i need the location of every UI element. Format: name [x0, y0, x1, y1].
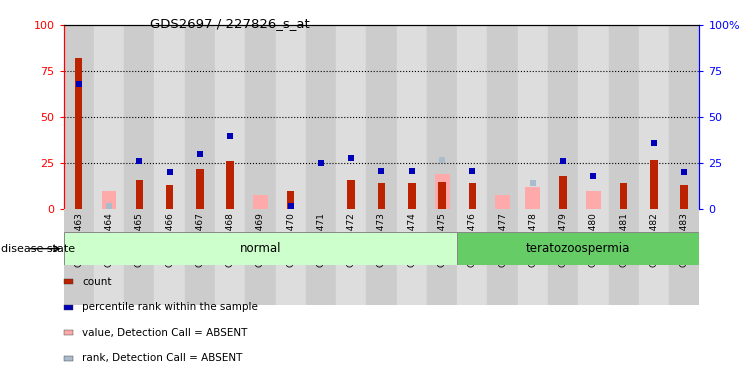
Bar — [287, 191, 295, 209]
Bar — [245, 209, 275, 305]
Bar — [185, 209, 215, 305]
Bar — [639, 209, 669, 305]
Text: GSM158483: GSM158483 — [680, 212, 689, 267]
Bar — [215, 25, 245, 209]
Bar — [154, 25, 185, 209]
Text: GDS2697 / 227826_s_at: GDS2697 / 227826_s_at — [150, 17, 310, 30]
Bar — [367, 25, 396, 209]
Text: GSM158480: GSM158480 — [589, 212, 598, 267]
Bar — [75, 58, 82, 209]
Bar — [639, 25, 669, 209]
Bar — [681, 185, 688, 209]
Bar — [124, 25, 154, 209]
Bar — [408, 184, 415, 209]
Bar — [94, 25, 124, 209]
Bar — [669, 25, 699, 209]
Text: GSM158466: GSM158466 — [165, 212, 174, 267]
Bar — [548, 25, 578, 209]
Bar — [94, 209, 124, 305]
Text: GSM158478: GSM158478 — [528, 212, 537, 267]
Bar — [586, 191, 601, 209]
Text: normal: normal — [239, 242, 281, 255]
Text: disease state: disease state — [1, 243, 76, 254]
Bar — [253, 195, 268, 209]
Bar — [378, 184, 385, 209]
Text: value, Detection Call = ABSENT: value, Detection Call = ABSENT — [82, 328, 248, 338]
Bar — [64, 209, 94, 305]
Bar — [578, 209, 609, 305]
Bar — [135, 180, 143, 209]
Text: percentile rank within the sample: percentile rank within the sample — [82, 302, 258, 312]
Text: GSM158475: GSM158475 — [438, 212, 447, 267]
Text: GSM158472: GSM158472 — [347, 212, 356, 267]
Bar — [185, 25, 215, 209]
Bar — [468, 184, 476, 209]
Bar — [548, 209, 578, 305]
Bar — [275, 25, 306, 209]
Bar — [669, 209, 699, 305]
Bar — [560, 176, 567, 209]
Text: GSM158463: GSM158463 — [74, 212, 83, 267]
Bar — [435, 174, 450, 209]
Bar — [215, 209, 245, 305]
Text: GSM158464: GSM158464 — [105, 212, 114, 267]
Bar — [245, 25, 275, 209]
Bar — [488, 25, 518, 209]
Text: teratozoospermia: teratozoospermia — [526, 242, 631, 255]
Bar — [306, 209, 336, 305]
Text: count: count — [82, 276, 111, 286]
Text: GSM158477: GSM158477 — [498, 212, 507, 267]
Bar — [102, 191, 117, 209]
Bar — [64, 232, 457, 265]
Bar — [495, 195, 510, 209]
Bar — [578, 25, 609, 209]
Text: GSM158469: GSM158469 — [256, 212, 265, 267]
Text: GSM158481: GSM158481 — [619, 212, 628, 267]
Bar — [457, 209, 488, 305]
Text: GSM158465: GSM158465 — [135, 212, 144, 267]
Bar — [396, 25, 427, 209]
Bar — [336, 25, 367, 209]
Bar — [427, 25, 457, 209]
Bar — [427, 209, 457, 305]
Bar — [124, 209, 154, 305]
Bar — [166, 185, 174, 209]
Text: GSM158474: GSM158474 — [407, 212, 416, 267]
Bar — [525, 187, 540, 209]
Bar — [348, 180, 355, 209]
Bar — [396, 209, 427, 305]
Bar — [64, 25, 94, 209]
Text: GSM158473: GSM158473 — [377, 212, 386, 267]
Bar — [306, 25, 336, 209]
Text: GSM158470: GSM158470 — [286, 212, 295, 267]
Bar — [367, 209, 396, 305]
Bar — [154, 209, 185, 305]
Bar — [336, 209, 367, 305]
Bar — [227, 161, 234, 209]
Text: rank, Detection Call = ABSENT: rank, Detection Call = ABSENT — [82, 353, 242, 363]
Text: GSM158467: GSM158467 — [195, 212, 204, 267]
Bar — [488, 209, 518, 305]
Bar — [609, 25, 639, 209]
Bar — [275, 209, 306, 305]
Bar — [518, 209, 548, 305]
Bar — [609, 209, 639, 305]
Bar — [650, 159, 657, 209]
Bar — [518, 25, 548, 209]
Text: GSM158479: GSM158479 — [559, 212, 568, 267]
Bar — [457, 232, 699, 265]
Bar — [438, 182, 446, 209]
Bar — [196, 169, 203, 209]
Text: GSM158476: GSM158476 — [468, 212, 476, 267]
Text: GSM158468: GSM158468 — [226, 212, 235, 267]
Bar — [457, 25, 488, 209]
Bar — [620, 184, 628, 209]
Text: GSM158471: GSM158471 — [316, 212, 325, 267]
Text: GSM158482: GSM158482 — [649, 212, 658, 267]
